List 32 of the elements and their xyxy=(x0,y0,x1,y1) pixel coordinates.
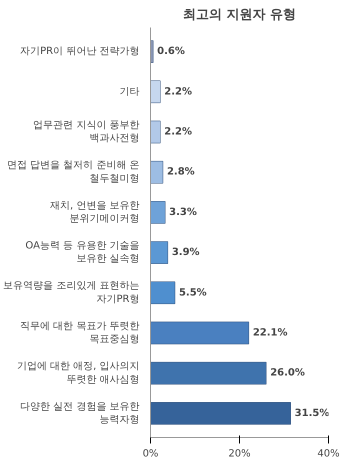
bar xyxy=(150,120,161,144)
data-label: 2.8% xyxy=(166,166,195,178)
bar xyxy=(150,322,250,344)
y-tick-label: 보유역량을 조리있게 표현하는 자기PR형 xyxy=(3,280,140,305)
bar xyxy=(150,402,291,425)
bar xyxy=(150,160,164,184)
data-label: 2.2% xyxy=(164,126,192,138)
bar xyxy=(150,281,176,304)
data-label: 5.5% xyxy=(178,287,207,298)
data-label: 3.3% xyxy=(169,206,197,218)
bar xyxy=(150,241,168,264)
y-tick-label: 재치, 언변을 보유한 분위기메이커형 xyxy=(50,200,140,224)
y-tick-label: 기업에 대한 애정, 입사의지 뚜렷한 애사심형 xyxy=(16,361,140,386)
y-tick-label: 직무에 대한 목표가 뚜렷한 목표중심형 xyxy=(20,320,140,346)
y-tick-label: 업무관련 지식이 풍부한 백과사전형 xyxy=(33,120,140,144)
y-tick-label: OA능력 등 유용한 기술을 보유한 실속형 xyxy=(25,240,140,265)
x-tick-label: 20% xyxy=(228,448,251,460)
data-label: 2.2% xyxy=(164,86,192,98)
bar xyxy=(150,201,166,224)
bar xyxy=(150,362,266,384)
chart-title: 최고의 지원자 유형 xyxy=(182,8,296,22)
bar xyxy=(150,80,161,104)
x-tick-label: 40% xyxy=(317,448,340,460)
data-label: 26.0% xyxy=(270,368,305,379)
data-label: 3.9% xyxy=(172,247,200,258)
y-tick-label: 기타 xyxy=(120,86,140,98)
x-tick-label: 0% xyxy=(142,448,158,460)
y-tick-label: 다양한 실전 경험을 보유한 능력자형 xyxy=(20,401,140,426)
y-tick-label: 자기PR이 뛰어난 전략가형 xyxy=(20,46,140,58)
data-label: 22.1% xyxy=(252,327,288,338)
data-label: 0.6% xyxy=(157,46,185,58)
y-tick-label: 면접 답변을 철저히 준비해 온 철두철미형 xyxy=(6,160,140,184)
